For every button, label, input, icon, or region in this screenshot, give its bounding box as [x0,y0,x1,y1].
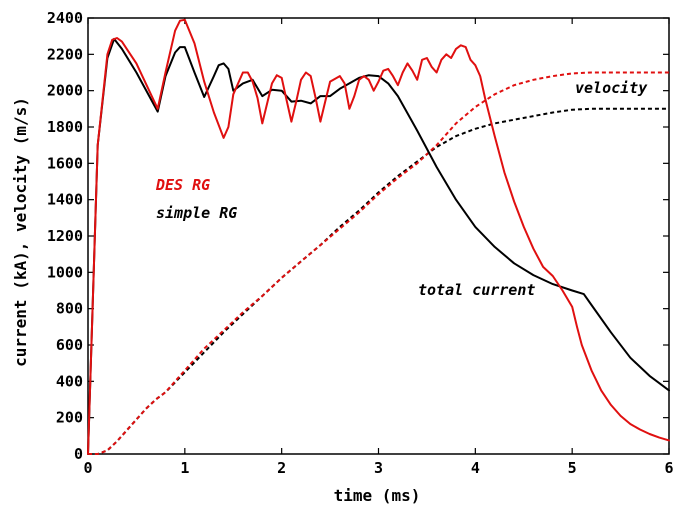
y-tick-label: 400 [56,372,83,390]
current-line-simple-rg [87,37,670,455]
y-tick-label: 1200 [47,227,83,245]
velocity-line-des-rg [88,71,669,455]
x-axis-label: time (ms) [334,486,421,505]
x-tick-label: 5 [568,459,577,477]
x-tick-label: 1 [180,459,189,477]
y-tick-label: 1800 [47,118,83,136]
series-layer [87,18,670,455]
axis-ticks: 0 1 2 3 4 5 6 0 200 400 600 800 1000 1200 1400 1600 1800… [47,9,674,477]
x-tick-label: 0 [83,459,92,477]
x-tick-label: 2 [277,459,286,477]
x-tick-label: 3 [374,459,383,477]
y-tick-label: 2000 [47,82,83,100]
y-tick-label: 1000 [47,263,83,281]
y-tick-label: 800 [56,300,83,318]
x-tick-label: 6 [664,459,673,477]
y-tick-label: 2400 [47,9,83,27]
current-line-des-rg [87,18,670,455]
legend-simple-rg: simple RG [156,204,237,222]
y-tick-label: 2200 [47,45,83,63]
velocity-annotation: velocity [575,79,648,97]
y-axis-label: current (kA), velocity (m/s) [11,97,30,367]
y-tick-label: 200 [56,409,83,427]
legend-des-rg: DES RG [155,176,210,194]
y-tick-label: 600 [56,336,83,354]
x-tick-label: 4 [471,459,480,477]
y-tick-label: 0 [74,445,83,463]
y-tick-label: 1400 [47,191,83,209]
y-tick-label: 1600 [47,154,83,172]
total-current-annotation: total current [418,281,535,299]
